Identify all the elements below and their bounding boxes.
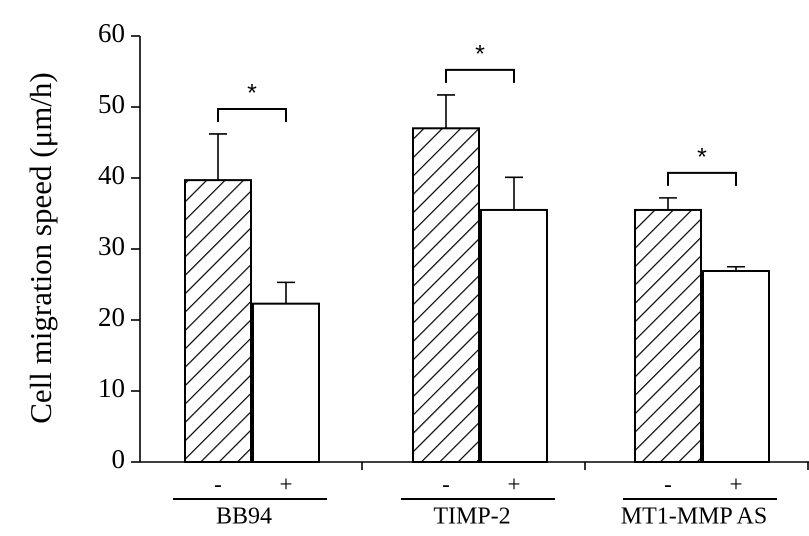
condition-label: + [508,471,521,496]
y-axis-label: Cell migration speed (μm/h) [23,72,58,424]
y-tick-label: 10 [98,373,125,403]
group-label: BB94 [216,504,272,530]
significance-bracket [445,68,515,83]
y-tick-label: 20 [98,302,125,332]
condition-label: + [730,471,743,496]
bar-bb94-minus [184,179,252,463]
significance-star: * [475,41,485,69]
bars [184,68,770,464]
y-tick-label: 0 [112,444,126,474]
y-tick-label: 40 [98,160,125,190]
bar-mt1-mmp-as-minus [634,208,702,463]
bar-timp-2-plus [480,208,548,463]
condition-label: - [214,471,222,496]
y-tick-label: 30 [98,231,125,261]
bar-bb94-plus [252,302,320,464]
y-tick-label: 60 [98,18,125,48]
significance-star: * [247,80,257,108]
group-label: TIMP-2 [433,504,510,530]
condition-label: - [664,471,672,496]
y-tick-label: 50 [98,89,125,119]
significance-bracket [217,107,287,122]
labels: 0 10 20 30 40 50 60 - + * BB94 - + * TIMP-2 - + * MT1-MMP … [98,18,767,529]
significance-star: * [697,143,707,171]
bar-mt1-mmp-as-plus [702,270,770,464]
bar-timp-2-minus [412,127,480,464]
condition-label: - [442,471,450,496]
condition-label: + [280,471,293,496]
significance-bracket [667,171,737,186]
group-label: MT1-MMP AS [621,504,767,530]
